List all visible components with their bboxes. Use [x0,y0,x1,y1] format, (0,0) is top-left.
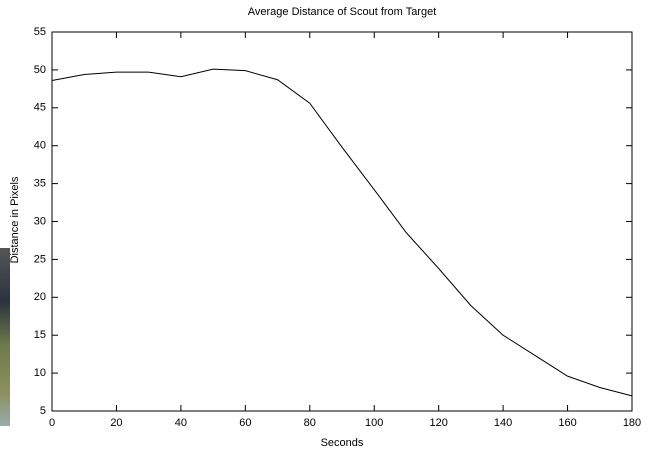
x-tick-label: 40 [175,417,187,429]
x-tick-label: 80 [304,417,316,429]
y-tick-label: 50 [34,64,46,76]
y-tick-label: 20 [34,291,46,303]
x-tick-label: 180 [623,417,641,429]
y-tick-label: 30 [34,215,46,227]
y-tick-label: 15 [34,329,46,341]
y-axis-label: Distance in Pixels [9,176,21,263]
x-tick-label: 20 [110,417,122,429]
x-tick-label: 60 [239,417,251,429]
x-tick-label: 0 [49,417,55,429]
y-tick-label: 10 [34,367,46,379]
y-tick-label: 40 [34,140,46,152]
y-tick-label: 5 [40,405,46,417]
chart-title: Average Distance of Scout from Target [248,6,437,18]
x-axis-label: Seconds [321,437,364,449]
plot-frame [51,31,633,412]
x-tick-label: 100 [365,417,383,429]
data-line [51,68,633,397]
y-tick-label: 45 [34,102,46,114]
y-tick-label: 35 [34,178,46,190]
x-tick-label: 160 [558,417,576,429]
x-tick-label: 120 [429,417,447,429]
side-strip [0,248,10,426]
y-tick-label: 25 [34,253,46,265]
y-tick-label: 55 [34,26,46,38]
x-tick-label: 140 [494,417,512,429]
